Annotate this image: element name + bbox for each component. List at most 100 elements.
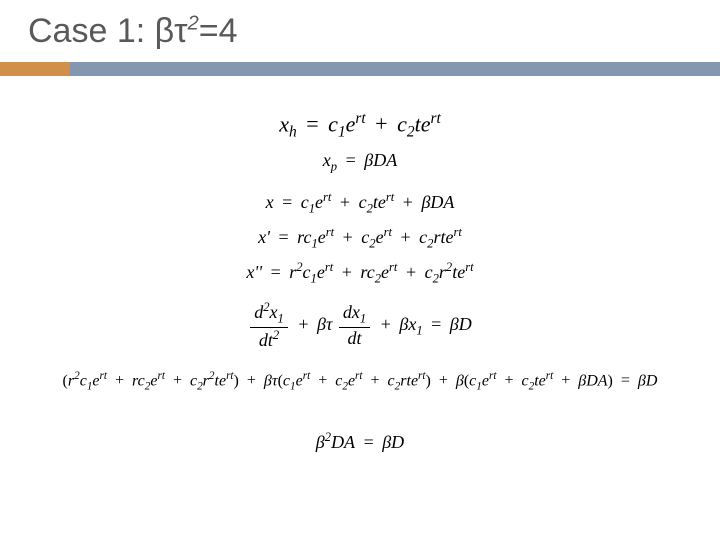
eq7-plusB: +	[431, 372, 456, 389]
eq5-t3-c: c	[425, 262, 433, 282]
equation-xprime: x' = rc1ert + c2ert + c2rtert	[0, 225, 720, 252]
eq7-b: β	[456, 372, 464, 389]
eq2-rhs: βDA	[364, 150, 397, 170]
eq7-rhs: βD	[638, 372, 658, 389]
eq6-f2-d: d	[343, 302, 352, 322]
eq7-g1p1: +	[107, 372, 132, 389]
eq1-eq: =	[297, 111, 328, 136]
eq5-t1-e: e	[317, 262, 325, 282]
eq1-t1-e: e	[346, 111, 356, 136]
eq6-frac2: dx1 dt	[339, 302, 370, 349]
eq7-g3p1: +	[496, 372, 521, 389]
eq6-f2-x: x	[352, 302, 360, 322]
eq7-eq: =	[613, 372, 638, 389]
eq7-g2p2: +	[363, 372, 388, 389]
eq7-g2t3-c: c	[388, 372, 395, 389]
eq4-t2-e: e	[376, 227, 384, 247]
eq8-eq: =	[355, 432, 382, 452]
eq1-t2-esup: rt	[430, 110, 440, 127]
title-exponent: 2	[188, 13, 199, 35]
eq7-g1t1-esup: rt	[100, 370, 107, 382]
slide-title: Case 1: βτ2=4	[28, 12, 700, 51]
equation-xdoubleprime: x'' = r2c1ert + rc2ert + c2r2tert	[0, 260, 720, 287]
eq8-da: DA	[331, 432, 355, 452]
eq7-g3p2: +	[553, 372, 578, 389]
eq5-t1-c: c	[303, 262, 311, 282]
eq7-bt: βτ	[264, 372, 278, 389]
eq4-t3-c: c	[419, 227, 427, 247]
eq6-eq: =	[423, 314, 450, 334]
equation-x: x = c1ert + c2tert + βDA	[0, 190, 720, 217]
eq7-plusA: +	[239, 372, 264, 389]
eq8-rhs: βD	[382, 432, 404, 452]
title-symbols: βτ	[155, 12, 188, 50]
eq6-f1-densup: 2	[273, 328, 279, 342]
slide: { "title": { "prefix": "Case 1: ", "symb…	[0, 0, 720, 540]
equation-expanded: (r2c1ert + rc2ert + c2r2tert) + βτ(c1ert…	[0, 370, 720, 393]
equation-simplified: β2DA = βD	[0, 430, 720, 453]
eq5-p2: +	[397, 262, 424, 282]
eq3-lhs: x	[266, 192, 274, 212]
eq6-bx: β	[399, 314, 408, 334]
eq7-g1t1-c: c	[80, 372, 87, 389]
eq7-g3t1-e: e	[482, 372, 489, 389]
eq1-t2-c: c	[397, 111, 407, 136]
eq7-g2p1: +	[310, 372, 335, 389]
accent-stripe-left	[0, 62, 70, 76]
eq7-g3t2-c: c	[521, 372, 528, 389]
eq1-lhs-base: x	[279, 111, 289, 136]
eq7-g1p2: +	[165, 372, 190, 389]
eq6-xsub: 1	[416, 323, 422, 337]
equation-ode: d2x1 dt2 + βτ dx1 dt + βx1 = βD	[0, 300, 720, 351]
eq1-lhs-sub: h	[289, 124, 297, 141]
eq2-lhs-base: x	[323, 150, 331, 170]
eq7-g2t3-e: e	[411, 372, 418, 389]
eq3-t3: βDA	[421, 192, 454, 212]
eq7-g1t2-esup: rt	[157, 370, 164, 382]
eq5-lhs: x''	[246, 262, 262, 282]
eq6-f1-xsub: 1	[278, 312, 284, 326]
eq5-eq: =	[262, 262, 289, 282]
eq1-t1-esup: rt	[355, 110, 365, 127]
eq3-t2-e: e	[378, 192, 386, 212]
eq7-g2t1-c: c	[283, 372, 290, 389]
eq6-f2-den: dt	[339, 328, 370, 350]
eq6-f1-d: d	[254, 302, 263, 322]
eq4-p1: +	[334, 227, 361, 247]
eq4-t3-esup: rt	[453, 225, 461, 239]
title-suffix: =4	[199, 12, 238, 50]
eq6-f1-x: x	[270, 302, 278, 322]
eq1-t1-s: 1	[338, 124, 346, 141]
eq1-t2-s: 2	[407, 124, 415, 141]
eq4-t1-e: e	[318, 227, 326, 247]
accent-stripe	[0, 62, 720, 76]
eq6-p2: +	[372, 314, 399, 334]
eq6-rhs: βD	[450, 314, 472, 334]
eq8-b: β	[316, 432, 325, 452]
eq7-g2t2-esup: rt	[355, 370, 362, 382]
eq7-g2t2-e: e	[348, 372, 355, 389]
equation-xp: xp = βDA	[0, 150, 720, 175]
eq4-t1-esup: rt	[326, 225, 334, 239]
eq1-t2-e: e	[421, 111, 431, 136]
eq3-p1: +	[331, 192, 358, 212]
eq6-p1: +	[290, 314, 317, 334]
eq4-eq: =	[270, 227, 297, 247]
eq7-g2t3-esup: rt	[418, 370, 425, 382]
eq7-g1t3-c: c	[190, 372, 197, 389]
eq5-t3-r: r	[439, 262, 446, 282]
eq7-g1t1-e: e	[92, 372, 99, 389]
equation-xh: xh = c1ert + c2tert	[0, 110, 720, 142]
eq3-eq: =	[274, 192, 301, 212]
eq7-g1t3-esup: rt	[226, 370, 233, 382]
eq1-plus: +	[366, 111, 397, 136]
eq4-p2: +	[392, 227, 419, 247]
eq3-p2: +	[394, 192, 421, 212]
eq7-g3t2-e: e	[539, 372, 546, 389]
eq6-f1-dt: dt	[259, 330, 273, 350]
eq7-g2t1-e: e	[296, 372, 303, 389]
accent-stripe-right	[70, 62, 720, 76]
eq3-t1-e: e	[315, 192, 323, 212]
eq5-t3-esup: rt	[465, 260, 473, 274]
eq5-t1-esup: rt	[325, 260, 333, 274]
